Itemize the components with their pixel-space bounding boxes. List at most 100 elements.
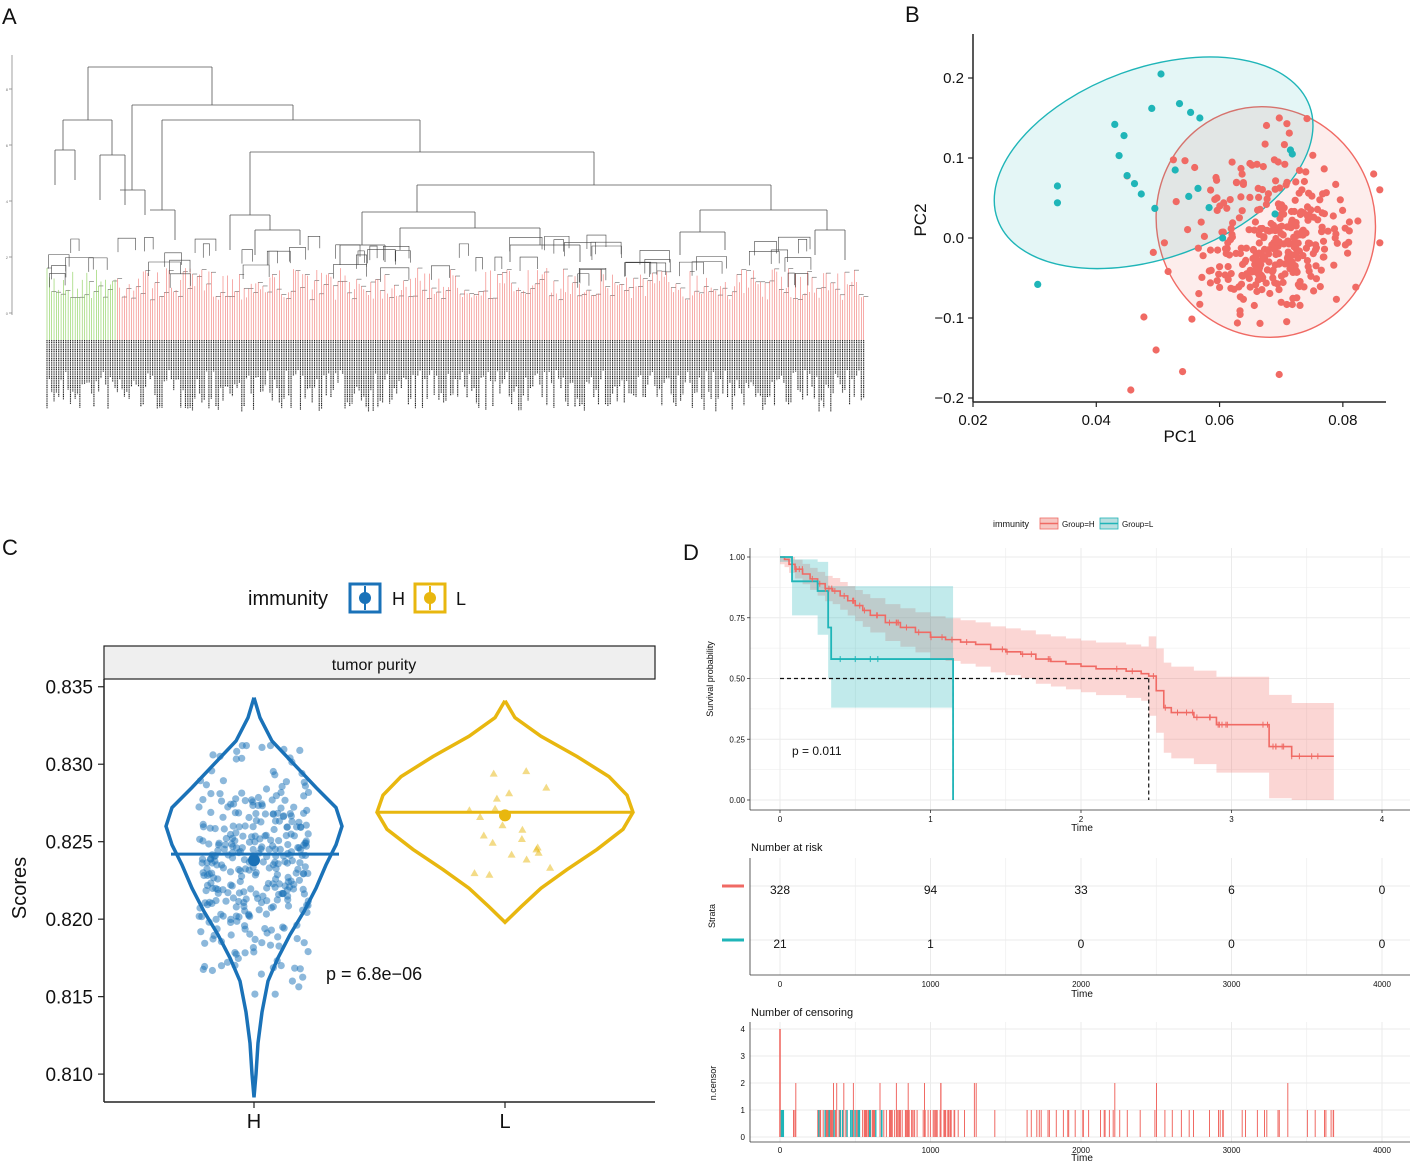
risk-x-tick-label: 4000 [1373,980,1391,989]
violin-point-h [288,857,296,865]
violin-point-h [263,884,271,892]
dendro-sub-branch [380,267,410,282]
pca-x-tick-label: 0.06 [1205,412,1234,429]
pca-point-h [1227,270,1235,278]
dendro-tick-label: 2 [6,255,9,260]
violin-point-l [491,804,500,812]
pca-point-h [1288,258,1296,266]
violin-point-h [293,935,301,943]
dendro-sub-branch [48,254,70,269]
violin-point-h [269,767,277,776]
pca-point-h [1336,196,1344,204]
risk-value: 328 [770,883,790,897]
violin-point-h [198,855,207,863]
pca-point-h [1255,193,1263,201]
violin-point-h [287,830,295,838]
pca-point-h [1300,283,1308,291]
panel-label-d: D [683,540,699,565]
km-ticks: 0 1 2 3 4 1.00 0.75 0.50 0.25 0.00 [729,553,1384,824]
pca-point-h [1225,251,1233,259]
pca-point-h [1303,115,1311,123]
violin-point-h [228,854,237,862]
dendro-sub-branch [644,259,671,274]
violin-point-h [273,896,281,904]
dendro-sub-branch [748,251,780,266]
violin-point-h [267,926,275,934]
pca-point-h [1236,310,1244,318]
dendro-sub-branch [241,249,253,264]
violin-point-h [208,767,216,775]
pca-point-h [1214,246,1222,254]
pca-point-h [1283,318,1291,326]
pca-point-h [1306,239,1314,247]
dendro-sub-branch [70,238,80,253]
violin-point-h [196,904,204,912]
censor-y-tick-label: 1 [741,1106,746,1115]
pca-point-h [1172,198,1180,206]
pca-point-h [1178,368,1187,376]
violin-point-h [288,758,296,766]
pca-point-h [1310,213,1318,221]
pca-point-l [1120,132,1128,140]
violin-point-h [268,796,276,804]
violin-point-h [227,915,235,924]
pca-point-h [1283,254,1291,262]
violin-point-h [217,962,226,970]
pca-point-h [1310,287,1318,295]
dendro-sub-branch [591,245,622,261]
violin-point-h [263,853,271,861]
violin-y-tick-label: 0.825 [45,833,93,854]
dendro-sub-branch [356,254,367,269]
km-y-tick-label: 1.00 [729,553,745,562]
violin-point-h [295,983,303,991]
dendro-tick-label: 0 [6,311,9,316]
violin-point-l [488,838,497,846]
pca-point-h [1169,156,1177,164]
violin-point-h [197,928,205,936]
pca-ellipses [993,56,1377,339]
violin-point-h [269,964,277,972]
violin-point-h [232,903,240,911]
pca-point-h [1250,301,1258,310]
pca-point-h [1305,189,1313,197]
pca-point-h [1236,249,1244,258]
violin-point-h [201,939,209,947]
pca-point-l [1186,108,1195,116]
pca-point-h [1339,206,1347,214]
pca-x-tick-label: 0.04 [1082,412,1111,429]
risk-table-ylabel: Strata [707,904,717,928]
violin-ticks: 0.835 0.830 0.825 0.820 0.815 0.810 H L [45,678,510,1133]
violin-point-h [251,935,259,944]
violin-point-h [247,885,255,893]
violin-point-h [245,866,253,874]
pca-point-h [1238,170,1246,178]
violin-point-h [216,752,224,760]
violin-point-h [301,863,309,871]
dendro-sub-branch [494,256,503,272]
violin-point-h [300,841,308,849]
violin-strip [103,645,656,680]
km-legend-h: Group=H [1062,520,1095,529]
violin-point-h [284,902,293,910]
violin-point-h [235,913,243,921]
pca-point-h [1262,121,1271,130]
pca-point-l [1137,190,1145,198]
violin-point-h [238,754,246,762]
dendro-sub-branch [117,237,136,253]
km-y-tick-label: 0.00 [729,796,745,805]
pca-point-h [1164,267,1172,276]
pca-point-h [1213,176,1221,184]
violin-point-h [240,898,248,907]
pca-point-h [1255,230,1263,238]
panel-b-pca: 0.02 0.04 0.06 0.08 0.2 0.1 0.0 −0.1 −0.2 PC1 PC… [911,34,1386,446]
pca-point-h [1246,283,1254,291]
pca-point-h [1262,279,1270,287]
violin-point-h [235,865,243,874]
violin-point-h [278,889,286,898]
violin-point-h [207,879,215,887]
km-x-tick-label: 2 [1079,815,1084,824]
violin-point-h [274,860,282,868]
violin-point-l [546,863,555,871]
violin-point-h [259,858,267,866]
km-curve-h [780,556,1334,758]
